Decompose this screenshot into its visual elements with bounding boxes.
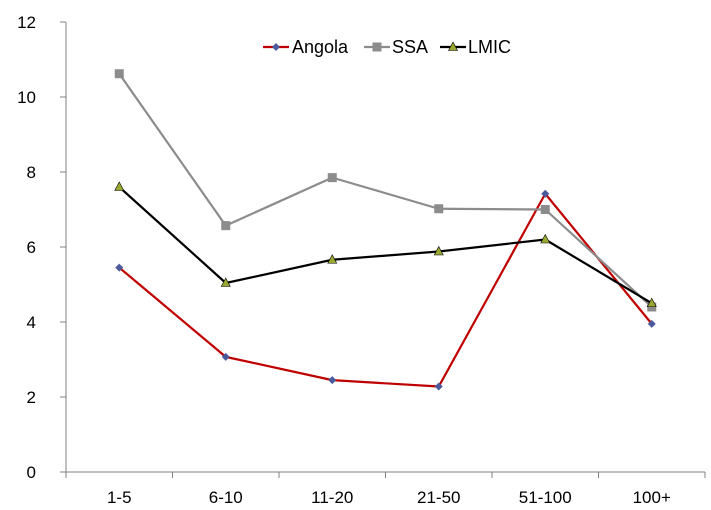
ssa-data-point: [540, 205, 550, 214]
ssa-data-point: [221, 221, 231, 231]
lmic-data-point: [327, 254, 338, 264]
legend-label: LMIC: [468, 37, 511, 57]
ssa-data-point: [114, 69, 124, 79]
angola-data-point: [115, 263, 124, 272]
chart-axes: [65, 22, 705, 473]
y-tick-label: 8: [27, 163, 36, 182]
lmic-data-point: [220, 277, 231, 287]
angola-series-line: [118, 192, 653, 388]
angola-data-point: [328, 376, 337, 385]
x-axis-ticks: 1-5 6-10 11-20 21-50 51-100 100+: [65, 472, 706, 507]
angola-data-point: [221, 352, 230, 361]
legend-triangle-icon: [448, 41, 458, 51]
angola-data-point: [434, 382, 443, 391]
x-tick-label: 1-5: [107, 488, 132, 507]
legend-label: Angola: [292, 37, 349, 57]
ssa-series-line: [118, 73, 653, 308]
x-tick-label: 6-10: [209, 488, 243, 507]
series-layer: [114, 69, 657, 391]
legend: Angola SSA LMIC: [263, 37, 511, 57]
legend-item-ssa: SSA: [364, 37, 428, 57]
y-tick-label: 12: [17, 13, 36, 32]
y-tick-label: 10: [17, 88, 36, 107]
series-ssa: [114, 69, 657, 312]
y-tick-label: 4: [27, 313, 36, 332]
legend-diamond-icon: [272, 43, 280, 51]
lmic-data-point: [540, 233, 551, 244]
x-tick-label: 100+: [633, 488, 671, 507]
legend-label: SSA: [392, 37, 428, 57]
lmic-data-point: [114, 181, 125, 191]
x-tick-label: 51-100: [519, 488, 572, 507]
legend-item-angola: Angola: [263, 37, 349, 57]
lmic-series-line: [118, 186, 653, 305]
legend-item-lmic: LMIC: [440, 37, 511, 57]
ssa-data-point: [327, 173, 337, 183]
y-tick-label: 0: [27, 463, 36, 482]
lmic-data-point: [646, 297, 657, 308]
series-lmic: [114, 181, 657, 308]
lmic-data-point: [433, 245, 444, 256]
series-angola: [115, 189, 656, 391]
ssa-data-point: [434, 204, 444, 214]
angola-data-point: [647, 319, 656, 328]
y-tick-label: 2: [27, 388, 36, 407]
x-tick-label: 21-50: [417, 488, 460, 507]
x-tick-label: 11-20: [311, 488, 353, 507]
y-axis-ticks: 0 2 4 6 8 10 12: [17, 13, 66, 482]
y-tick-label: 6: [27, 238, 36, 257]
angola-data-point: [541, 189, 550, 198]
legend-square-icon: [372, 42, 382, 52]
